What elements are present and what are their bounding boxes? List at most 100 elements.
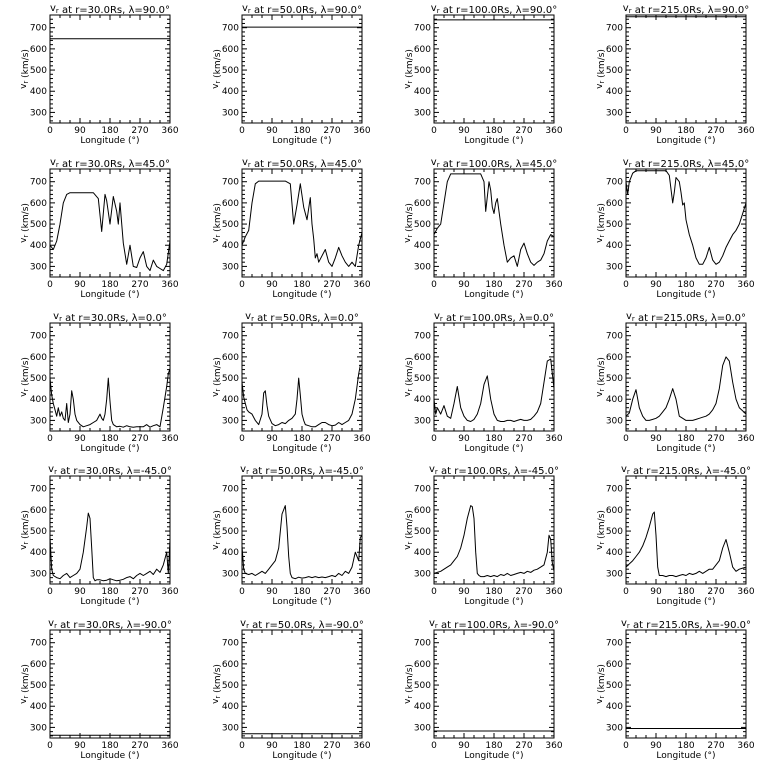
panel-title: vr at r=30.0Rs, λ=-90.0°	[48, 618, 172, 631]
y-tick-label: 500	[222, 374, 239, 384]
x-tick-label: 270	[131, 741, 148, 751]
panel-3-2: vr at r=50.0Rs, λ=0.0° 0 90 180 270 360 300 400…	[211, 311, 371, 454]
x-axis-label: Longitude (°)	[272, 136, 331, 146]
y-tick-label: 600	[222, 506, 239, 516]
panel-4-4: vr at r=215.0Rs, λ=-45.0° 0 90 180 270 360 300…	[595, 464, 755, 607]
x-tick-label: 360	[353, 587, 370, 597]
x-axis-label: Longitude (°)	[80, 444, 139, 454]
y-tick-label: 700	[222, 24, 239, 34]
x-tick-label: 180	[101, 587, 118, 597]
x-tick-label: 270	[515, 434, 532, 444]
y-tick-label: 500	[414, 681, 431, 691]
y-tick-label: 500	[414, 527, 431, 537]
y-tick-label: 700	[30, 178, 47, 188]
y-tick-label: 600	[606, 45, 623, 55]
y-axis-label: vr (km/s)	[211, 664, 223, 704]
panel-title: vr at r=100.0Rs, λ=-90.0°	[429, 618, 559, 631]
y-tick-label: 600	[30, 660, 47, 670]
panel-title: vr at r=100.0Rs, λ=-45.0°	[429, 464, 559, 477]
plot-frame	[49, 629, 171, 739]
y-tick-label: 300	[606, 569, 623, 579]
x-tick-label: 360	[161, 587, 178, 597]
y-axis-label: vr (km/s)	[403, 664, 415, 704]
panel-5-3: vr at r=100.0Rs, λ=-90.0° 0 90 180 270 360 300…	[403, 618, 563, 761]
x-tick-label: 90	[266, 587, 278, 597]
panel-title: vr at r=215.0Rs, λ=-90.0°	[621, 618, 751, 631]
x-tick-label: 270	[515, 126, 532, 136]
plot-frame	[241, 629, 363, 739]
x-tick-label: 0	[239, 126, 245, 136]
panel-5-4: vr at r=215.0Rs, λ=-90.0° 0 90 180 270 360 300…	[595, 618, 755, 761]
y-tick-label: 700	[606, 332, 623, 342]
panel-2-2: vr at r=50.0Rs, λ=45.0° 0 90 180 270 360 300 40…	[211, 157, 371, 300]
x-tick-label: 270	[515, 741, 532, 751]
plot-frame	[241, 475, 363, 585]
x-tick-label: 180	[101, 741, 118, 751]
y-tick-label: 500	[222, 527, 239, 537]
y-tick-label: 300	[222, 262, 239, 272]
y-tick-label: 700	[222, 485, 239, 495]
y-tick-label: 600	[30, 506, 47, 516]
x-tick-label: 270	[323, 126, 340, 136]
x-tick-label: 360	[161, 741, 178, 751]
plot-frame	[49, 14, 171, 124]
plot-frame	[625, 629, 747, 739]
y-tick-label: 400	[30, 395, 47, 405]
y-tick-label: 300	[30, 723, 47, 733]
y-tick-label: 300	[606, 108, 623, 118]
x-tick-label: 270	[323, 587, 340, 597]
y-tick-label: 400	[222, 87, 239, 97]
x-tick-label: 180	[677, 280, 694, 290]
x-axis-label: Longitude (°)	[272, 444, 331, 454]
x-axis-label: Longitude (°)	[272, 290, 331, 300]
panel-title: vr at r=50.0Rs, λ=90.0°	[242, 3, 362, 16]
x-tick-label: 360	[737, 587, 754, 597]
y-tick-label: 400	[606, 395, 623, 405]
y-tick-label: 600	[606, 353, 623, 363]
x-tick-label: 270	[515, 280, 532, 290]
x-tick-label: 90	[266, 126, 278, 136]
x-tick-label: 90	[650, 280, 662, 290]
x-tick-label: 180	[485, 126, 502, 136]
y-tick-label: 500	[222, 66, 239, 76]
velocity-series-line	[626, 511, 746, 578]
y-tick-label: 500	[222, 681, 239, 691]
x-axis-label: Longitude (°)	[464, 444, 523, 454]
x-tick-label: 0	[239, 587, 245, 597]
y-axis-label: vr (km/s)	[595, 664, 607, 704]
y-tick-label: 600	[30, 45, 47, 55]
y-tick-label: 300	[222, 569, 239, 579]
y-tick-label: 700	[414, 332, 431, 342]
y-tick-label: 600	[222, 199, 239, 209]
y-tick-label: 300	[414, 108, 431, 118]
velocity-series-line	[50, 368, 170, 428]
velocity-series-line	[50, 192, 170, 272]
velocity-series-line	[242, 505, 362, 580]
y-tick-label: 300	[606, 416, 623, 426]
plot-frame	[241, 168, 363, 278]
x-tick-label: 0	[431, 587, 437, 597]
y-tick-label: 300	[414, 262, 431, 272]
y-tick-label: 700	[222, 332, 239, 342]
y-tick-label: 700	[30, 639, 47, 649]
y-tick-label: 700	[606, 639, 623, 649]
x-tick-label: 0	[47, 587, 53, 597]
y-axis-label: vr (km/s)	[403, 49, 415, 89]
panel-4-3: vr at r=100.0Rs, λ=-45.0° 0 90 180 270 360 300…	[403, 464, 563, 607]
y-tick-label: 300	[222, 108, 239, 118]
y-axis-label: vr (km/s)	[595, 357, 607, 397]
x-tick-label: 0	[239, 280, 245, 290]
y-tick-label: 400	[222, 395, 239, 405]
y-tick-label: 600	[606, 199, 623, 209]
velocity-series-line	[434, 505, 554, 578]
panel-1-2: vr at r=50.0Rs, λ=90.0° 0 90 180 270 360 300 40…	[211, 3, 371, 146]
y-tick-label: 700	[30, 332, 47, 342]
y-tick-label: 700	[606, 178, 623, 188]
panel-title: vr at r=50.0Rs, λ=-90.0°	[240, 618, 364, 631]
y-axis-label: vr (km/s)	[19, 510, 31, 550]
y-axis-label: vr (km/s)	[19, 357, 31, 397]
x-tick-label: 90	[266, 280, 278, 290]
x-tick-label: 90	[650, 126, 662, 136]
x-tick-label: 180	[293, 434, 310, 444]
x-tick-label: 180	[677, 741, 694, 751]
